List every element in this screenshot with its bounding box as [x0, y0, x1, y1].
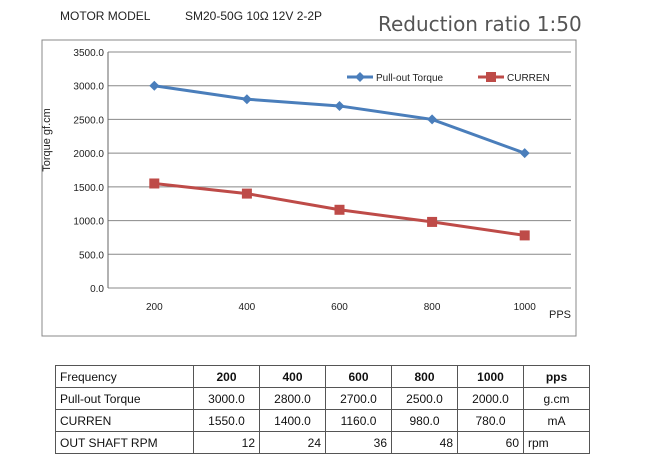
table-cell: 1550.0: [193, 409, 260, 432]
table-cell: 600: [325, 365, 392, 388]
table-cell: 780.0: [457, 409, 524, 432]
table-cell: 24: [259, 431, 326, 454]
table-cell: 2500.0: [391, 387, 458, 410]
row-label: Pull-out Torque: [55, 387, 194, 410]
motor-model-spec: SM20-50G 10Ω 12V 2-2P: [185, 9, 323, 23]
chart-border: [41, 39, 577, 337]
reduction-ratio: Reduction ratio 1:50: [378, 12, 582, 36]
x-tick-label: 600: [331, 302, 348, 313]
table-row: OUT SHAFT RPM 12 24 36 48 60 rpm: [55, 431, 590, 454]
square-marker: [486, 72, 496, 82]
x-axis-label: PPS: [549, 309, 571, 321]
y-axis-label: Torque gf.cm: [41, 108, 53, 172]
table-cell: 1400.0: [259, 409, 326, 432]
unit-cell: mA: [523, 409, 590, 432]
table-row: CURREN 1550.0 1400.0 1160.0 980.0 780.0 mA: [55, 409, 590, 432]
square-marker: [519, 230, 530, 241]
table-cell: 1000: [457, 365, 524, 388]
table-cell: 48: [391, 431, 458, 454]
table-cell: 36: [325, 431, 392, 454]
y-tick-label: 1000.0: [73, 217, 104, 228]
row-label: OUT SHAFT RPM: [55, 431, 194, 454]
diamond-marker: [519, 148, 530, 159]
diamond-marker: [334, 100, 345, 111]
table-cell: 800: [391, 365, 458, 388]
unit-cell: g.cm: [523, 387, 590, 410]
unit-cell: pps: [523, 365, 590, 388]
x-tick-label: 1000: [514, 302, 537, 313]
table-cell: 12: [193, 431, 260, 454]
legend-label: Pull-out Torque: [376, 73, 444, 84]
y-tick-label: 1500.0: [73, 183, 104, 194]
y-tick-label: 2500.0: [73, 115, 104, 126]
diamond-marker: [149, 80, 160, 91]
chart: 0.0 500.0 1000.0 1500.0 2000.0 2500.0 3000.0 35…: [41, 39, 577, 337]
motor-model-label: MOTOR MODEL: [60, 9, 151, 23]
y-tick-label: 0.0: [90, 284, 104, 295]
unit-cell: rpm: [523, 431, 590, 454]
table-cell: 200: [193, 365, 260, 388]
y-tick-label: 500.0: [79, 250, 104, 261]
table-cell: 3000.0: [193, 387, 260, 410]
square-marker: [427, 216, 438, 227]
table-cell: 1160.0: [325, 409, 392, 432]
table-cell: 2700.0: [325, 387, 392, 410]
table-cell: 60: [457, 431, 524, 454]
x-tick-label: 200: [146, 302, 163, 313]
table-cell: 2800.0: [259, 387, 326, 410]
spec-table: Frequency 200 400 600 800 1000 pps Pull-out Tor…: [55, 365, 590, 454]
row-label: CURREN: [55, 409, 194, 432]
square-marker: [334, 204, 345, 215]
legend-label: CURREN: [507, 73, 550, 84]
diamond-marker: [355, 72, 365, 82]
diamond-marker: [427, 114, 438, 125]
table-cell: 400: [259, 365, 326, 388]
x-tick-label: 400: [239, 302, 256, 313]
table-row: Pull-out Torque 3000.0 2800.0 2700.0 2500.0 2…: [55, 387, 590, 410]
table-row: Frequency 200 400 600 800 1000 pps: [55, 365, 590, 388]
y-tick-label: 3000.0: [73, 82, 104, 93]
diamond-marker: [241, 94, 252, 105]
y-tick-label: 3500.0: [73, 48, 104, 59]
square-marker: [241, 188, 252, 199]
table-cell: 2000.0: [457, 387, 524, 410]
row-label: Frequency: [55, 365, 194, 388]
table-cell: 980.0: [391, 409, 458, 432]
x-tick-label: 800: [424, 302, 441, 313]
y-tick-label: 2000.0: [73, 149, 104, 160]
square-marker: [149, 178, 160, 189]
